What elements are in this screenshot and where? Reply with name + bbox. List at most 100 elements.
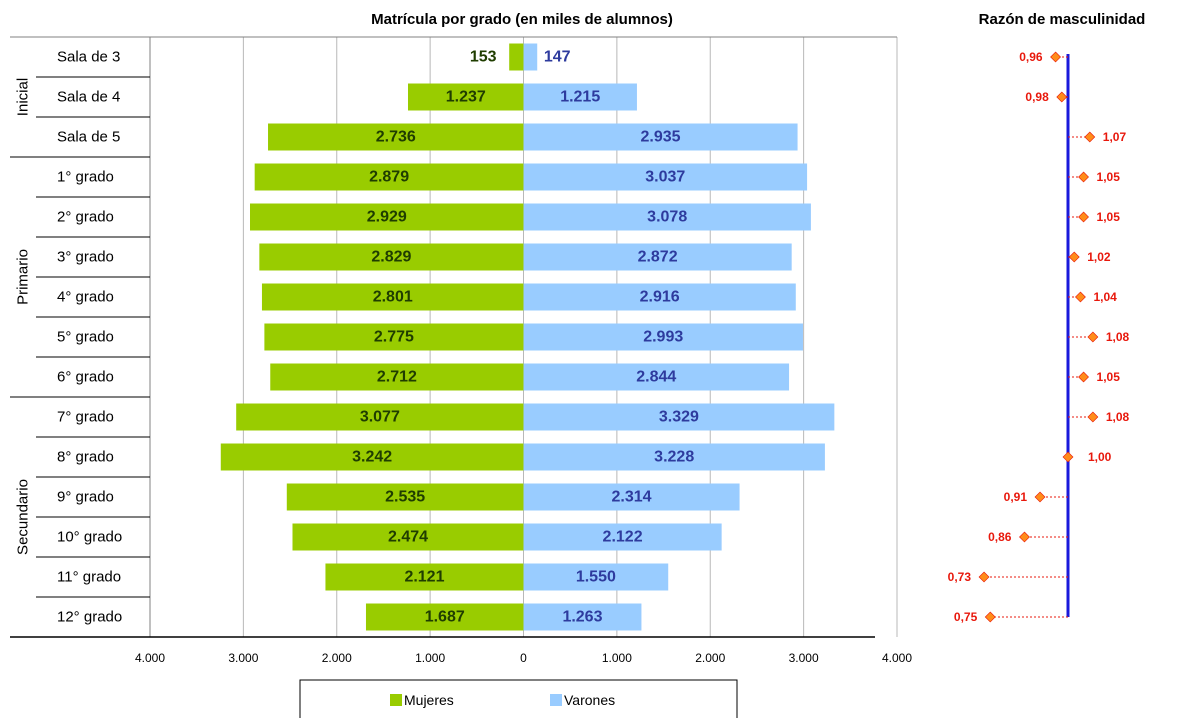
enrollment-chart-title: Matrícula por grado (en miles de alumnos… <box>371 11 673 28</box>
category-label: 6° grado <box>57 369 114 386</box>
group-label: Secundario <box>15 479 32 555</box>
data-label-varones: 3.078 <box>647 209 687 226</box>
bar-varones <box>523 283 796 311</box>
ratio-label: 0,98 <box>1025 90 1049 104</box>
bar-mujeres <box>509 43 524 71</box>
bar-mujeres <box>292 523 524 551</box>
legend: Mujeres Varones <box>299 679 738 718</box>
group-label: Inicial <box>15 78 32 116</box>
data-label-mujeres: 153 <box>470 49 497 66</box>
data-label-varones: 2.314 <box>612 489 652 506</box>
x-tick-label: 4.000 <box>135 651 165 665</box>
bar-varones <box>523 323 803 351</box>
bar-varones <box>523 603 642 631</box>
category-label: 12° grado <box>57 609 122 626</box>
category-label: Sala de 3 <box>57 49 120 66</box>
data-label-mujeres: 2.535 <box>385 489 425 506</box>
category-label: 2° grado <box>57 209 114 226</box>
masculinity-chart-title: Razón de masculinidad <box>979 11 1146 28</box>
bar-mujeres <box>286 483 524 511</box>
x-tick-label: 2.000 <box>322 651 352 665</box>
x-axis-ticks: 4.000 3.000 2.000 1.000 0 1.000 2.000 3.000 4.00… <box>135 651 912 665</box>
x-tick-label: 3.000 <box>789 651 819 665</box>
category-label: 8° grado <box>57 449 114 466</box>
legend-label-varones: Varones <box>564 692 615 708</box>
ratio-label: 1,04 <box>1093 290 1117 304</box>
ratio-label: 1,05 <box>1097 210 1121 224</box>
ratio-label: 1,08 <box>1106 330 1130 344</box>
bar-mujeres <box>268 123 524 151</box>
bar-varones <box>523 163 808 191</box>
data-label-mujeres: 2.829 <box>371 249 411 266</box>
data-label-mujeres: 2.712 <box>377 369 417 386</box>
bar-varones <box>523 203 811 231</box>
data-label-mujeres: 3.077 <box>360 409 400 426</box>
data-label-mujeres: 2.929 <box>367 209 407 226</box>
data-label-mujeres: 2.879 <box>369 169 409 186</box>
x-tick-label: 2.000 <box>695 651 725 665</box>
legend-box <box>299 679 738 718</box>
ratio-marker <box>1056 91 1068 103</box>
bar-varones <box>523 243 792 271</box>
bars: 153 147 1.237 1.215 2.736 2.935 2.879 3.037 2.92… <box>220 43 835 631</box>
ratio-marker <box>1078 211 1089 223</box>
category-label: Sala de 4 <box>57 89 120 106</box>
data-label-varones: 3.329 <box>659 409 699 426</box>
data-label-mujeres: 2.801 <box>373 289 413 306</box>
bar-varones <box>523 83 637 111</box>
ratio-label: 1,05 <box>1097 170 1121 184</box>
ratio-label: 0,73 <box>948 570 972 584</box>
ratio-marker <box>1050 51 1061 63</box>
category-label: 11° grado <box>57 569 121 586</box>
bar-varones <box>523 523 722 551</box>
bar-mujeres <box>261 283 524 311</box>
x-tick-label: 1.000 <box>415 651 445 665</box>
bar-varones <box>523 403 835 431</box>
data-label-varones: 2.872 <box>638 249 678 266</box>
bar-mujeres <box>270 363 524 391</box>
data-label-varones: 1.550 <box>576 569 616 586</box>
ratio-marker <box>1078 171 1089 183</box>
ratio-marker <box>1084 131 1096 143</box>
legend-label-mujeres: Mujeres <box>404 692 454 708</box>
x-tick-label: 0 <box>520 651 527 665</box>
legend-swatch-varones <box>550 694 562 706</box>
data-label-varones: 2.916 <box>640 289 680 306</box>
data-label-mujeres: 2.121 <box>404 569 444 586</box>
data-label-mujeres: 2.775 <box>374 329 414 346</box>
bar-varones <box>523 363 790 391</box>
bar-mujeres <box>259 243 524 271</box>
category-label: 10° grado <box>57 529 122 546</box>
x-tick-label: 3.000 <box>228 651 258 665</box>
data-label-varones: 1.263 <box>562 609 602 626</box>
bar-varones <box>523 483 740 511</box>
data-label-varones: 2.122 <box>603 529 643 546</box>
category-label: 9° grado <box>57 489 114 506</box>
ratio-marker <box>1087 411 1099 423</box>
category-labels: Sala de 3 Sala de 4 Sala de 5 1° grado 2° gr… <box>57 49 122 626</box>
ratio-marker <box>1075 291 1086 303</box>
bar-mujeres <box>407 83 524 111</box>
ratio-label: 1,05 <box>1097 370 1121 384</box>
x-tick-label: 4.000 <box>882 651 912 665</box>
data-label-mujeres: 1.687 <box>425 609 465 626</box>
ratio-label: 0,96 <box>1019 50 1043 64</box>
plot-frame <box>10 36 897 638</box>
ratio-label: 0,91 <box>1004 490 1028 504</box>
data-label-mujeres: 1.237 <box>446 89 486 106</box>
data-label-mujeres: 2.474 <box>388 529 428 546</box>
bar-mujeres <box>365 603 524 631</box>
ratio-marker <box>1068 251 1080 263</box>
category-label: Sala de 5 <box>57 129 120 146</box>
ratio-marker <box>1034 491 1046 503</box>
ratio-marker <box>1087 331 1099 343</box>
ratio-marker <box>1078 371 1089 383</box>
bar-varones <box>523 563 669 591</box>
ratio-marker <box>1019 531 1030 543</box>
ratio-marker <box>984 611 996 623</box>
data-label-varones: 2.993 <box>643 329 683 346</box>
ratio-label: 1,02 <box>1087 250 1111 264</box>
x-tick-label: 1.000 <box>602 651 632 665</box>
ratio-label: 0,86 <box>988 530 1012 544</box>
